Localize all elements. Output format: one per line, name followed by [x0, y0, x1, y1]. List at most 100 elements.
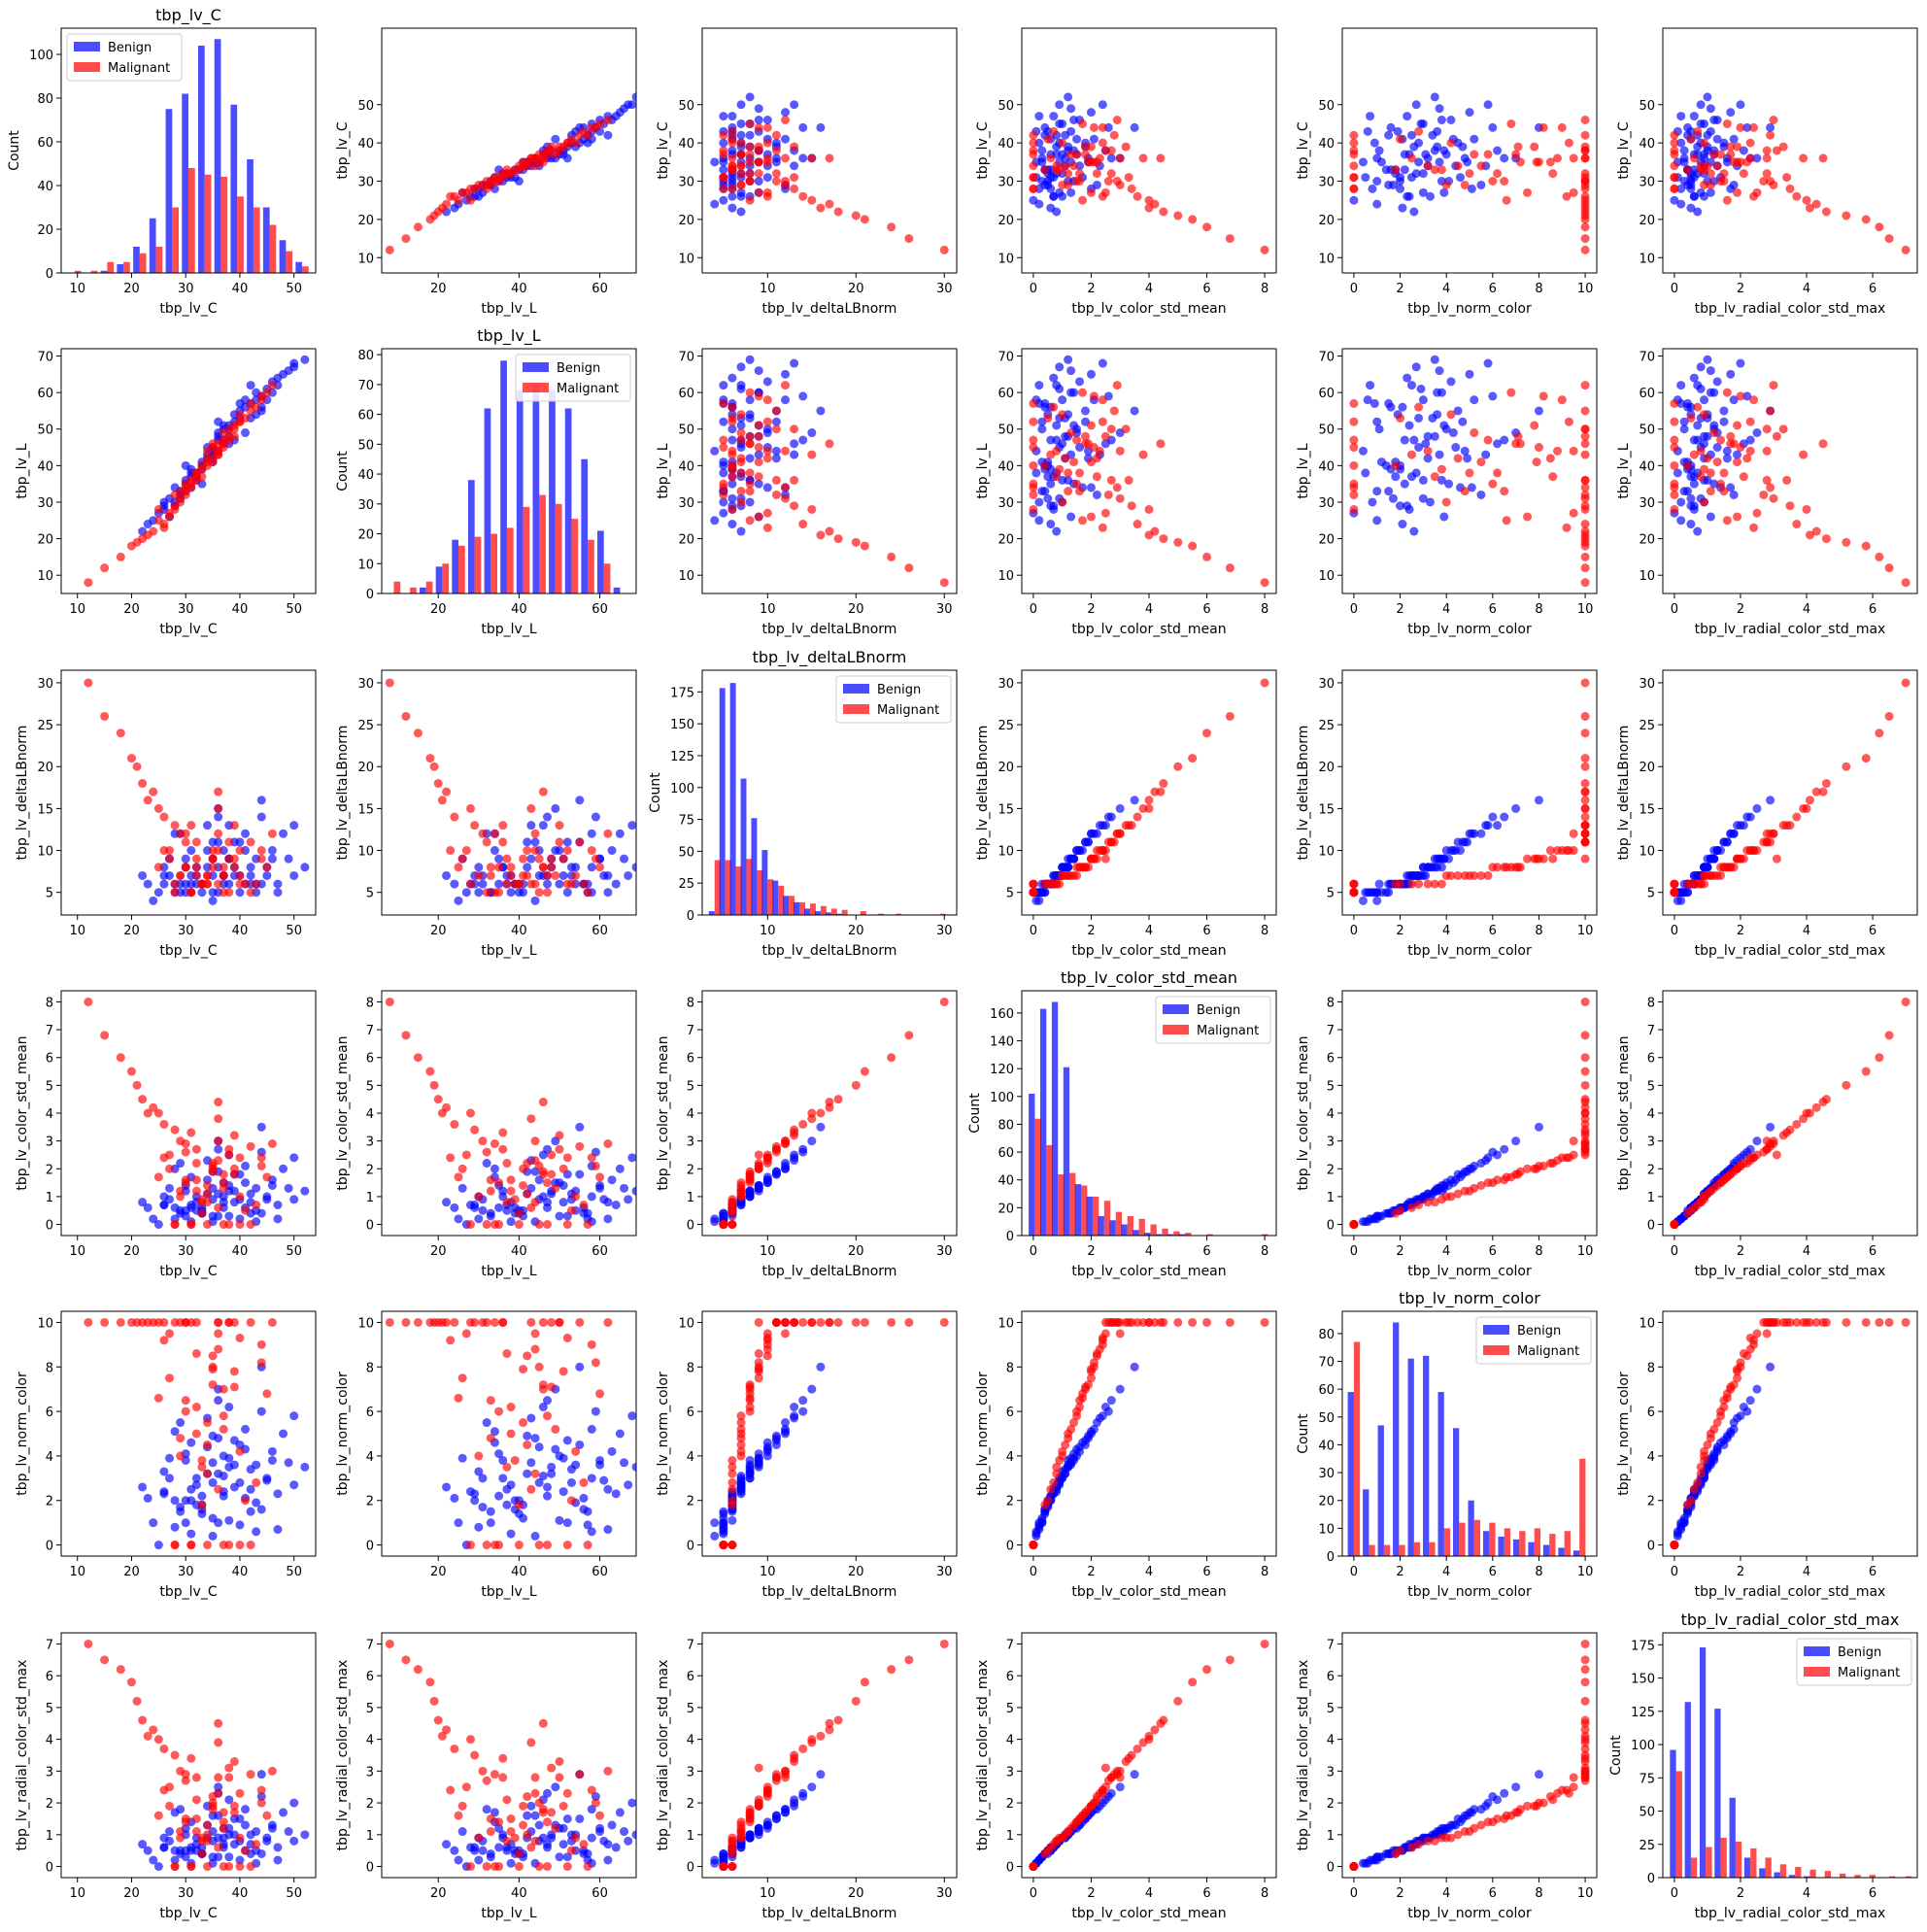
x-axis-label: tbp_lv_color_std_mean	[1071, 622, 1226, 637]
malignant-point	[413, 1053, 423, 1063]
benign-point	[1037, 177, 1047, 186]
malignant-point	[1792, 1317, 1802, 1327]
malignant-point	[1488, 479, 1498, 489]
benign-point	[273, 373, 283, 383]
malignant-point	[1081, 142, 1090, 152]
benign-point	[289, 1480, 299, 1490]
y-tick-label: 40	[1318, 459, 1335, 474]
x-tick-label: 40	[511, 1565, 527, 1579]
malignant-point	[1483, 150, 1493, 159]
malignant-point	[1513, 431, 1523, 441]
y-tick-label: 2	[1327, 1163, 1335, 1177]
malignant-point	[727, 1462, 737, 1472]
benign-point	[1433, 863, 1442, 872]
benign-point	[1709, 479, 1719, 489]
benign-point	[587, 1474, 596, 1483]
x-axis-label: tbp_lv_deltaLBnorm	[762, 943, 897, 959]
malignant-point	[267, 1139, 277, 1148]
x-tick-label: 0	[1030, 1565, 1037, 1579]
malignant-point	[1706, 1434, 1715, 1443]
x-tick-label: 10	[760, 1565, 776, 1579]
benign-point	[1366, 381, 1375, 390]
x-tick-label: 10	[760, 924, 776, 938]
malignant-point	[547, 1317, 557, 1327]
malignant-point	[191, 1795, 201, 1805]
benign-point	[490, 846, 499, 856]
malignant-point	[235, 1333, 245, 1342]
benign-point	[300, 1186, 310, 1196]
malignant-point	[1202, 729, 1212, 738]
axes-frame	[1341, 1310, 1598, 1557]
malignant-point	[437, 1317, 447, 1327]
malignant-point	[164, 854, 174, 864]
benign-point	[262, 1836, 272, 1846]
benign-point	[1679, 177, 1689, 186]
malignant-point	[1523, 512, 1533, 522]
malignant-point	[461, 846, 471, 856]
x-tick-label: 10	[760, 602, 776, 617]
x-tick-label: 40	[232, 602, 249, 617]
benign-point	[300, 1830, 310, 1840]
malignant-point	[84, 997, 93, 1006]
malignant-point	[1029, 398, 1038, 408]
malignant-point	[1580, 439, 1590, 449]
legend-swatch-benign	[843, 684, 869, 694]
malignant-point	[1493, 1175, 1503, 1185]
y-tick-label: 4	[1647, 1107, 1655, 1122]
y-tick-label: 10	[1639, 252, 1655, 266]
malignant-point	[437, 203, 447, 213]
malignant-point	[256, 854, 266, 864]
benign-point	[229, 1460, 239, 1470]
benign-point	[1100, 821, 1110, 830]
malignant-point	[224, 1317, 234, 1327]
benign-point	[1736, 358, 1745, 368]
axes-frame	[381, 27, 637, 274]
malignant-point	[1689, 153, 1699, 163]
benign-point	[159, 1843, 169, 1852]
malignant-point	[1513, 142, 1523, 152]
benign-point	[1435, 450, 1444, 459]
malignant-point	[1580, 1031, 1590, 1040]
malignant-point	[754, 169, 763, 179]
malignant-point	[1580, 184, 1590, 193]
malignant-point	[486, 1396, 495, 1406]
benign-bar	[1437, 1392, 1444, 1556]
x-tick-label: 8	[1261, 1565, 1268, 1579]
y-tick-label: 20	[1318, 761, 1335, 775]
benign-point	[631, 1830, 636, 1840]
x-tick-label: 2	[1737, 602, 1744, 617]
malignant-point	[181, 483, 190, 492]
malignant-point	[1460, 1186, 1470, 1196]
malignant-point	[385, 997, 394, 1006]
benign-point	[224, 1515, 234, 1525]
benign-point	[1055, 100, 1065, 110]
malignant-point	[1580, 191, 1590, 201]
benign-point	[1706, 104, 1715, 114]
malignant-point	[1670, 879, 1679, 889]
benign-point	[571, 1460, 581, 1470]
y-tick-label: 1	[366, 1191, 374, 1205]
malignant-point	[1782, 173, 1792, 183]
malignant-bar	[1413, 1542, 1421, 1556]
malignant-point	[1052, 161, 1062, 171]
malignant-point	[1052, 446, 1062, 456]
y-tick-label: 10	[357, 845, 374, 860]
benign-point	[214, 1782, 223, 1792]
malignant-bar	[269, 224, 277, 273]
malignant-point	[1089, 122, 1099, 132]
benign-point	[558, 1180, 568, 1190]
y-tick-label: 6	[46, 1670, 53, 1684]
x-axis-label: tbp_lv_radial_color_std_max	[1695, 1584, 1886, 1600]
malignant-bar	[799, 901, 805, 915]
y-tick-label: 40	[678, 459, 694, 474]
y-tick-label: 15	[997, 802, 1014, 817]
benign-point	[1676, 112, 1686, 121]
x-tick-label: 2	[1737, 1565, 1744, 1579]
malignant-point	[1564, 138, 1573, 148]
x-tick-label: 60	[592, 1565, 608, 1579]
benign-point	[267, 854, 277, 864]
malignant-bar	[1262, 1234, 1268, 1236]
malignant-point	[1043, 413, 1053, 423]
